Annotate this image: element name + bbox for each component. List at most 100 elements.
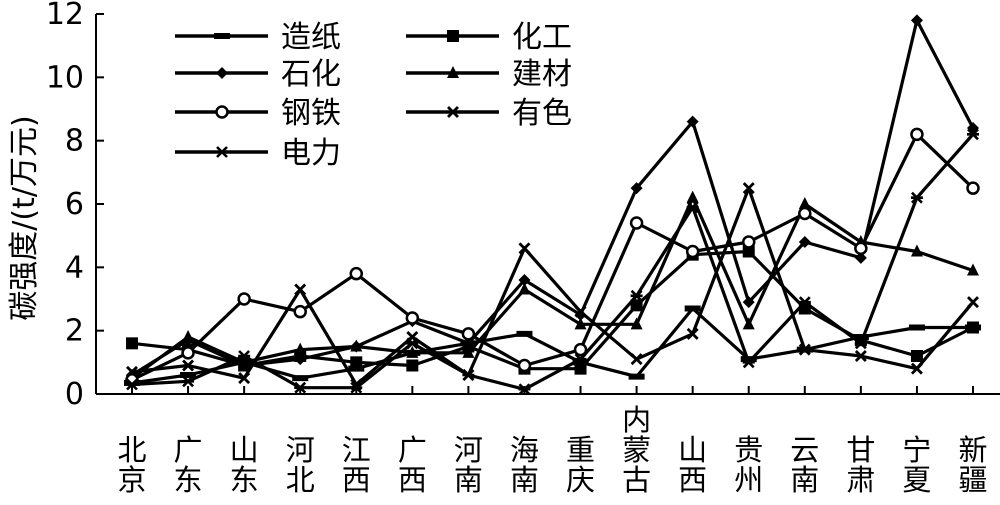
x-tick-label: 海南 [510,433,539,497]
marker-x [447,106,459,118]
y-tick-label: 6 [65,187,84,222]
legend-entry: 电力 [175,136,341,171]
x-tick-label: 贵州 [734,433,763,497]
legend-entry: 有色 [406,96,572,131]
marker-diamond [294,353,307,366]
legend-label: 化工 [512,20,572,55]
marker-circle [741,235,756,249]
marker-star [216,146,228,158]
marker-triangle [630,317,643,330]
x-tick-label: 山西 [678,433,707,497]
marker-square [574,362,587,375]
marker-star [126,378,138,391]
marker-x [126,365,138,378]
x-tick-label: 新疆 [958,433,987,497]
legend-label: 造纸 [281,20,341,55]
legend-entry: 造纸 [175,20,341,55]
legend-entry: 化工 [406,20,572,55]
marker-diamond [798,236,811,248]
marker-circle [517,358,532,373]
marker-x [742,182,755,195]
x-tick-label: 河南 [454,433,483,497]
x-tick-label: 重庆 [566,433,595,497]
marker-square [126,337,138,350]
marker-circle [966,181,980,195]
marker-square [630,299,643,312]
marker-star [518,383,531,396]
marker-x [238,372,251,385]
marker-star [182,375,195,388]
x-tick-label: 宁夏 [902,433,931,497]
marker-triangle [574,317,587,330]
marker-square [967,321,979,334]
series-line [131,249,974,371]
legend-entry: 石化 [175,57,341,92]
marker-x [910,362,923,375]
marker-star [350,381,363,394]
marker-triangle [350,339,363,352]
marker-diamond [462,337,475,350]
marker-x [854,350,867,362]
marker-triangle [686,190,699,203]
x-tick-label: 北京 [117,433,146,497]
marker-x [518,242,531,255]
marker-x [182,359,195,372]
marker-star [294,381,307,394]
marker-star [854,337,867,350]
marker-diamond [630,182,643,195]
marker-x [294,283,307,296]
series-line [131,18,975,377]
marker-triangle [462,345,475,358]
series-line [131,132,975,382]
marker-square [447,30,459,42]
series-7 [126,128,979,396]
marker-diamond [574,308,587,321]
series-1 [124,305,981,386]
marker-circle [910,127,924,142]
series-line [131,133,975,391]
legend-label: 建材 [512,57,572,92]
marker-triangle [406,345,419,358]
y-tick-label: 2 [65,314,84,349]
marker-triangle [967,263,979,276]
marker-star [238,350,251,362]
marker-star [462,369,475,381]
marker-circle [461,327,476,341]
x-tick-label: 内蒙古 [622,403,651,497]
marker-x [798,343,811,356]
legend-label: 钢铁 [281,96,341,131]
axes: 0 2 4 6 8 10 12 北京广东山东河北江西广西河南海南重庆内蒙古山西贵州云南甘肃宁夏… [46,0,1000,497]
marker-circle [854,241,868,256]
marker-star [406,337,419,350]
marker-circle [293,304,307,319]
y-tick-label: 10 [46,60,84,95]
marker-circle [181,346,195,360]
series-line [131,186,975,387]
marker-triangle [447,66,459,78]
marker-diamond [967,122,979,134]
marker-star [574,353,587,366]
series-5 [125,127,980,387]
legend-label: 有色 [512,96,572,131]
marker-x [574,305,587,318]
marker-star [630,289,643,302]
marker-x [686,327,699,340]
marker-diamond [742,296,755,309]
marker-circle [349,266,364,281]
x-tick-label: 广东 [174,433,203,497]
legend-entry: 建材 [406,57,572,92]
marker-square [350,356,363,369]
legend-entry: 钢铁 [175,96,341,131]
x-tick-label: 山东 [230,433,259,497]
x-tick-label: 云南 [790,433,819,497]
marker-diamond [518,274,531,286]
marker-diamond [854,251,867,264]
marker-triangle [518,282,531,295]
series-line [131,306,973,385]
marker-square [406,359,419,372]
legend-label: 石化 [281,57,341,92]
marker-x [630,353,643,366]
